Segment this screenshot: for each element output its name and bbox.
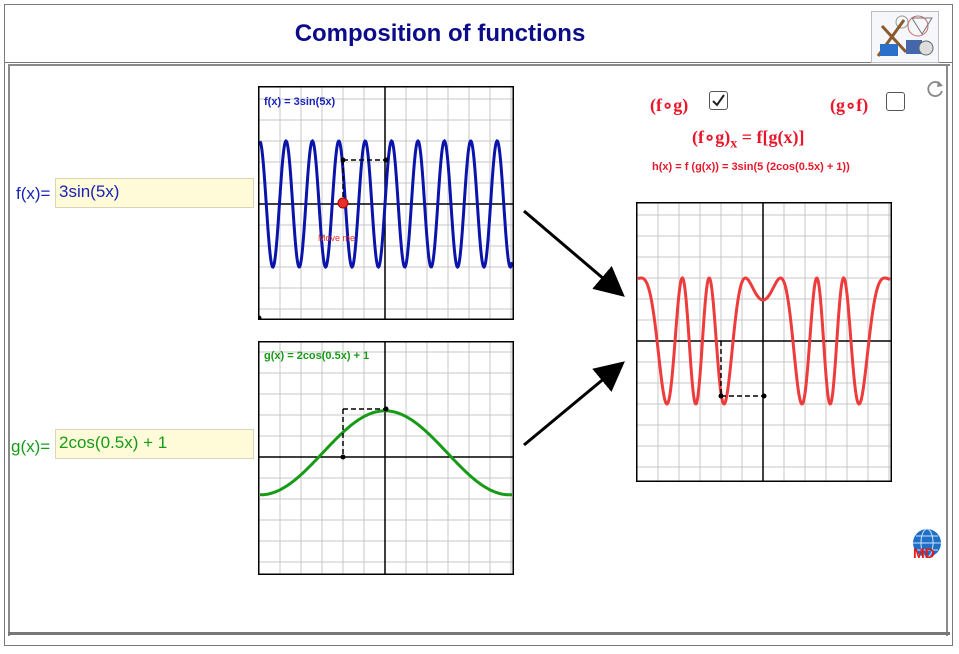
definition-right: = f[g(x)] <box>737 127 805 147</box>
bottom-border <box>8 632 950 635</box>
definition-left: (f∘g) <box>692 127 731 147</box>
check-icon <box>712 94 725 107</box>
h-frame <box>636 202 892 482</box>
h-curve <box>637 276 891 406</box>
h-graph[interactable] <box>636 202 892 482</box>
g-graph[interactable]: g(x) = 2cos(0.5x) + 1 <box>258 341 514 575</box>
f-y-point <box>383 157 389 163</box>
h-formula: h(x) = f (g(x)) = 3sin(5 (2cos(0.5x) + 1… <box>652 161 850 173</box>
move-me-point[interactable] <box>337 197 349 209</box>
g-curve <box>260 409 512 497</box>
h-point <box>718 393 724 399</box>
g-y-point <box>383 406 389 412</box>
h-y-point <box>761 393 767 399</box>
g-x-point <box>340 454 346 460</box>
f-guide-point <box>340 157 346 163</box>
refresh-icon[interactable] <box>925 79 945 99</box>
header-divider <box>8 64 950 66</box>
f-frame <box>258 86 514 320</box>
f-input[interactable]: 3sin(5x) <box>55 178 254 208</box>
g-frame <box>258 341 514 575</box>
g-caption: g(x) = 2cos(0.5x) + 1 <box>264 350 369 362</box>
f-label: f(x)= <box>16 184 51 203</box>
g-input[interactable]: 2cos(0.5x) + 1 <box>55 429 254 459</box>
gof-label: (g∘f) <box>830 95 869 115</box>
arrows <box>523 209 625 447</box>
gof-checkbox[interactable] <box>886 92 905 111</box>
g-grid <box>258 341 514 575</box>
fog-checkbox[interactable] <box>709 91 728 110</box>
geometry-tools-logo <box>871 11 939 63</box>
header-bar: Composition of functions <box>4 4 953 63</box>
right-border <box>946 64 948 636</box>
page-title: Composition of functions <box>294 20 586 47</box>
arrow-icon <box>523 361 625 447</box>
arrow-icon <box>523 209 625 297</box>
svg-text:MD: MD <box>913 545 935 561</box>
definition-subscript: x <box>730 136 738 152</box>
definition-formula: (f∘g)x = f[g(x)] <box>692 127 804 153</box>
f-curve <box>258 138 514 270</box>
fog-label: (f∘g) <box>650 95 689 115</box>
g-label: g(x)= <box>11 437 51 456</box>
f-graph[interactable]: f(x) = 3sin(5x) Move me <box>258 86 514 320</box>
f-caption: f(x) = 3sin(5x) <box>264 96 336 108</box>
globe-md-logo: MD <box>913 528 941 561</box>
move-me-label: Move me <box>318 233 355 243</box>
left-border <box>8 64 10 636</box>
